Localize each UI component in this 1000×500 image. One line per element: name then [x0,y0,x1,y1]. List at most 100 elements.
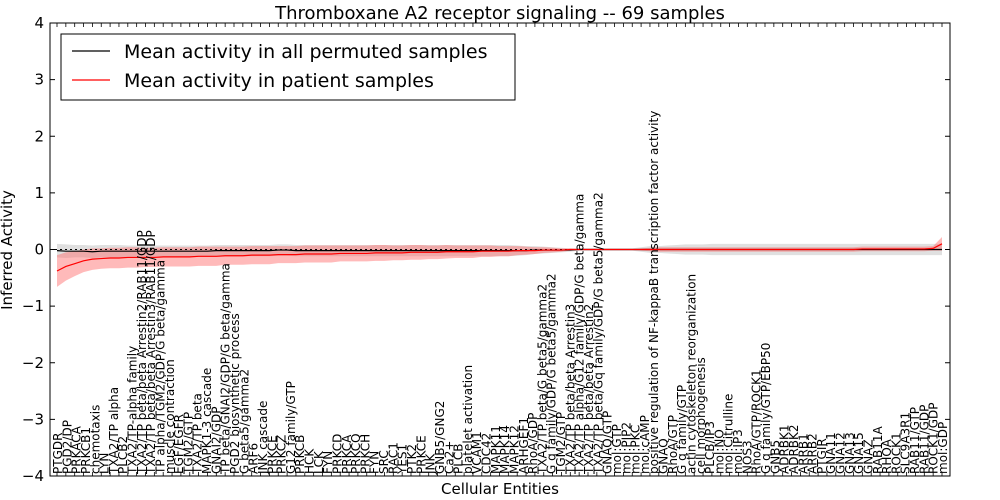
category-label: GNA11 [824,432,838,474]
category-label: PRKCE [265,435,279,474]
y-tick-label: −3 [22,410,44,428]
category-label: G q family/GDP/G beta5/gamma2 [545,273,559,474]
category-label: PRKACA [70,425,84,474]
category-label: PGD2/DP [60,420,74,474]
y-tick-label: −1 [22,297,44,315]
category-label: positive regulation of NF-kappaB transcr… [647,111,661,474]
category-label: TXA2/TP alpha/G12 family/GDP/G beta/gamm… [573,194,587,475]
category-label: PRKCB [293,435,307,474]
y-tick-label: −4 [22,467,44,485]
category-label: FYN [321,451,335,474]
category-label: GNAI2/GDP [209,407,223,474]
category-label: NOS3 [740,440,754,474]
category-label: Ca2+ [442,441,456,474]
category-label: G12 family/GTP [284,381,298,474]
category-label: YES1 [396,444,410,475]
category-label: mol:GDP [936,422,950,474]
y-axis: −4 −3 −2 −1 0 1 2 3 4 [22,14,950,485]
category-label: RAB11/GTP [908,407,922,474]
category-labels: PTGDRPGD2/DPPRKACAPRKCB1chemotaxisLYNTXA… [51,111,950,475]
category-label: PRKCD [330,434,344,474]
category-label: ARRB2 [806,433,820,474]
category-label: LCK [312,450,326,474]
category-label: SRC [377,450,391,474]
y-tick-label: 4 [34,14,44,32]
category-label: ARRB1 [796,433,810,474]
category-label: TP beta/GNAI2/GDP/G beta/gamma [219,263,233,475]
category-label: actin cytoskeleton reorganization [684,274,698,474]
category-label: GNA12 [834,432,848,474]
category-label: muscle contraction [163,359,177,474]
category-label: TXA2/TP beta/beta Arrestin2 [582,304,596,475]
category-label: TXA2/TP alpha [107,387,121,475]
category-label: PRKCZ [275,435,289,474]
category-label: RhoA/GTP/ROCK1 [750,369,764,474]
category-label: PRKCA [340,434,354,474]
legend-box [60,33,516,101]
category-label: G q family/GTP/EBP50 [759,343,773,474]
category-label: TXA2/TP-alpha family [126,346,140,475]
y-axis-label: Inferred Activity [0,190,16,310]
legend-label-permuted: Mean activity in all permuted samples [124,41,487,63]
category-label: SLC9A3R1 [899,412,913,474]
y-tick-label: 2 [34,127,44,145]
category-label: ROCK1 [889,432,903,474]
category-label: mol:cAMP [638,415,652,474]
category-label: cell morphogenesis [694,357,708,474]
y-tick-label: −2 [22,354,44,372]
category-label: ARHGEF1 [517,417,531,474]
category-label: PTK2 [405,444,419,474]
category-label: mol:Citrulline [722,394,736,474]
y-tick-label: 3 [34,71,44,89]
category-label: MAPK12 [507,425,521,474]
category-label: mol:PKC [629,425,643,474]
category-label: EGF/EGFR [172,414,186,474]
category-label: TXA2/TP beta/beta Arrestin3/RAB11/GDP [144,230,158,475]
category-label: ADRBK1 [778,424,792,474]
category-label: PTGIR [815,438,829,474]
y-tick-label: 0 [34,241,44,259]
category-label: GNAQ/GTP [601,411,615,474]
category-label: platelet activation [461,365,475,474]
category-label: GNA15 [852,432,866,474]
category-label: mol:IP3 [731,429,745,474]
category-label: ADRBK2 [787,424,801,474]
category-label: PRKCH [358,434,372,474]
category-label: VCAM1 [470,431,484,474]
category-label: mol:NO [712,429,726,474]
category-label: G beta5/gamma2 [237,369,251,474]
category-label: FYN [368,451,382,474]
category-label: TP alpha/TGM2/GDP/G beta/gamma [153,260,167,475]
category-label: mol:PIP2 [619,422,633,474]
category-label: CDC42 [480,433,494,474]
category-label: GNB5/GNG2 [433,401,447,474]
patient-mean-line [56,243,943,272]
category-label: TXA2/TP beta [191,393,205,475]
x-axis-label: Cellular Entities [441,480,559,498]
legend-label-patient: Mean activity in patient samples [124,70,434,92]
category-label: mol:GTP [610,424,624,474]
category-label: ROCK1/GDP [927,403,941,474]
category-label: G q family/GTP [675,385,689,474]
legend: Mean activity in all permuted samples Me… [60,33,516,101]
chart-title: Thromboxane A2 receptor signaling -- 69 … [274,3,725,24]
series-lines [56,243,943,272]
category-label: GNAQ [657,438,671,474]
category-label: RAB11/GDP [917,405,931,474]
category-label: PTGDR [51,433,65,474]
category-label: JNK cascade [256,401,270,475]
category-label: GNA13 [843,432,857,474]
category-label: GNAZ [861,439,875,474]
category-label: PLCB [452,443,466,474]
category-label: JNK [424,452,438,475]
category-label: PLCB/IP3 [703,421,717,474]
category-label: TXA2/TP beta/beta Arrestin3 [563,304,577,475]
category-label: HCK [303,448,317,474]
category-label: PGD2 biosynthetic process [228,313,242,474]
category-label: TXA2/TP beta/Gq family/GDP/G beta5/gamma… [591,192,605,475]
x-axis-ticks [56,23,943,476]
category-label: PRKCE [414,435,428,474]
category-label: RhoA/GTP [666,415,680,474]
category-label: RAB11A [871,425,885,474]
